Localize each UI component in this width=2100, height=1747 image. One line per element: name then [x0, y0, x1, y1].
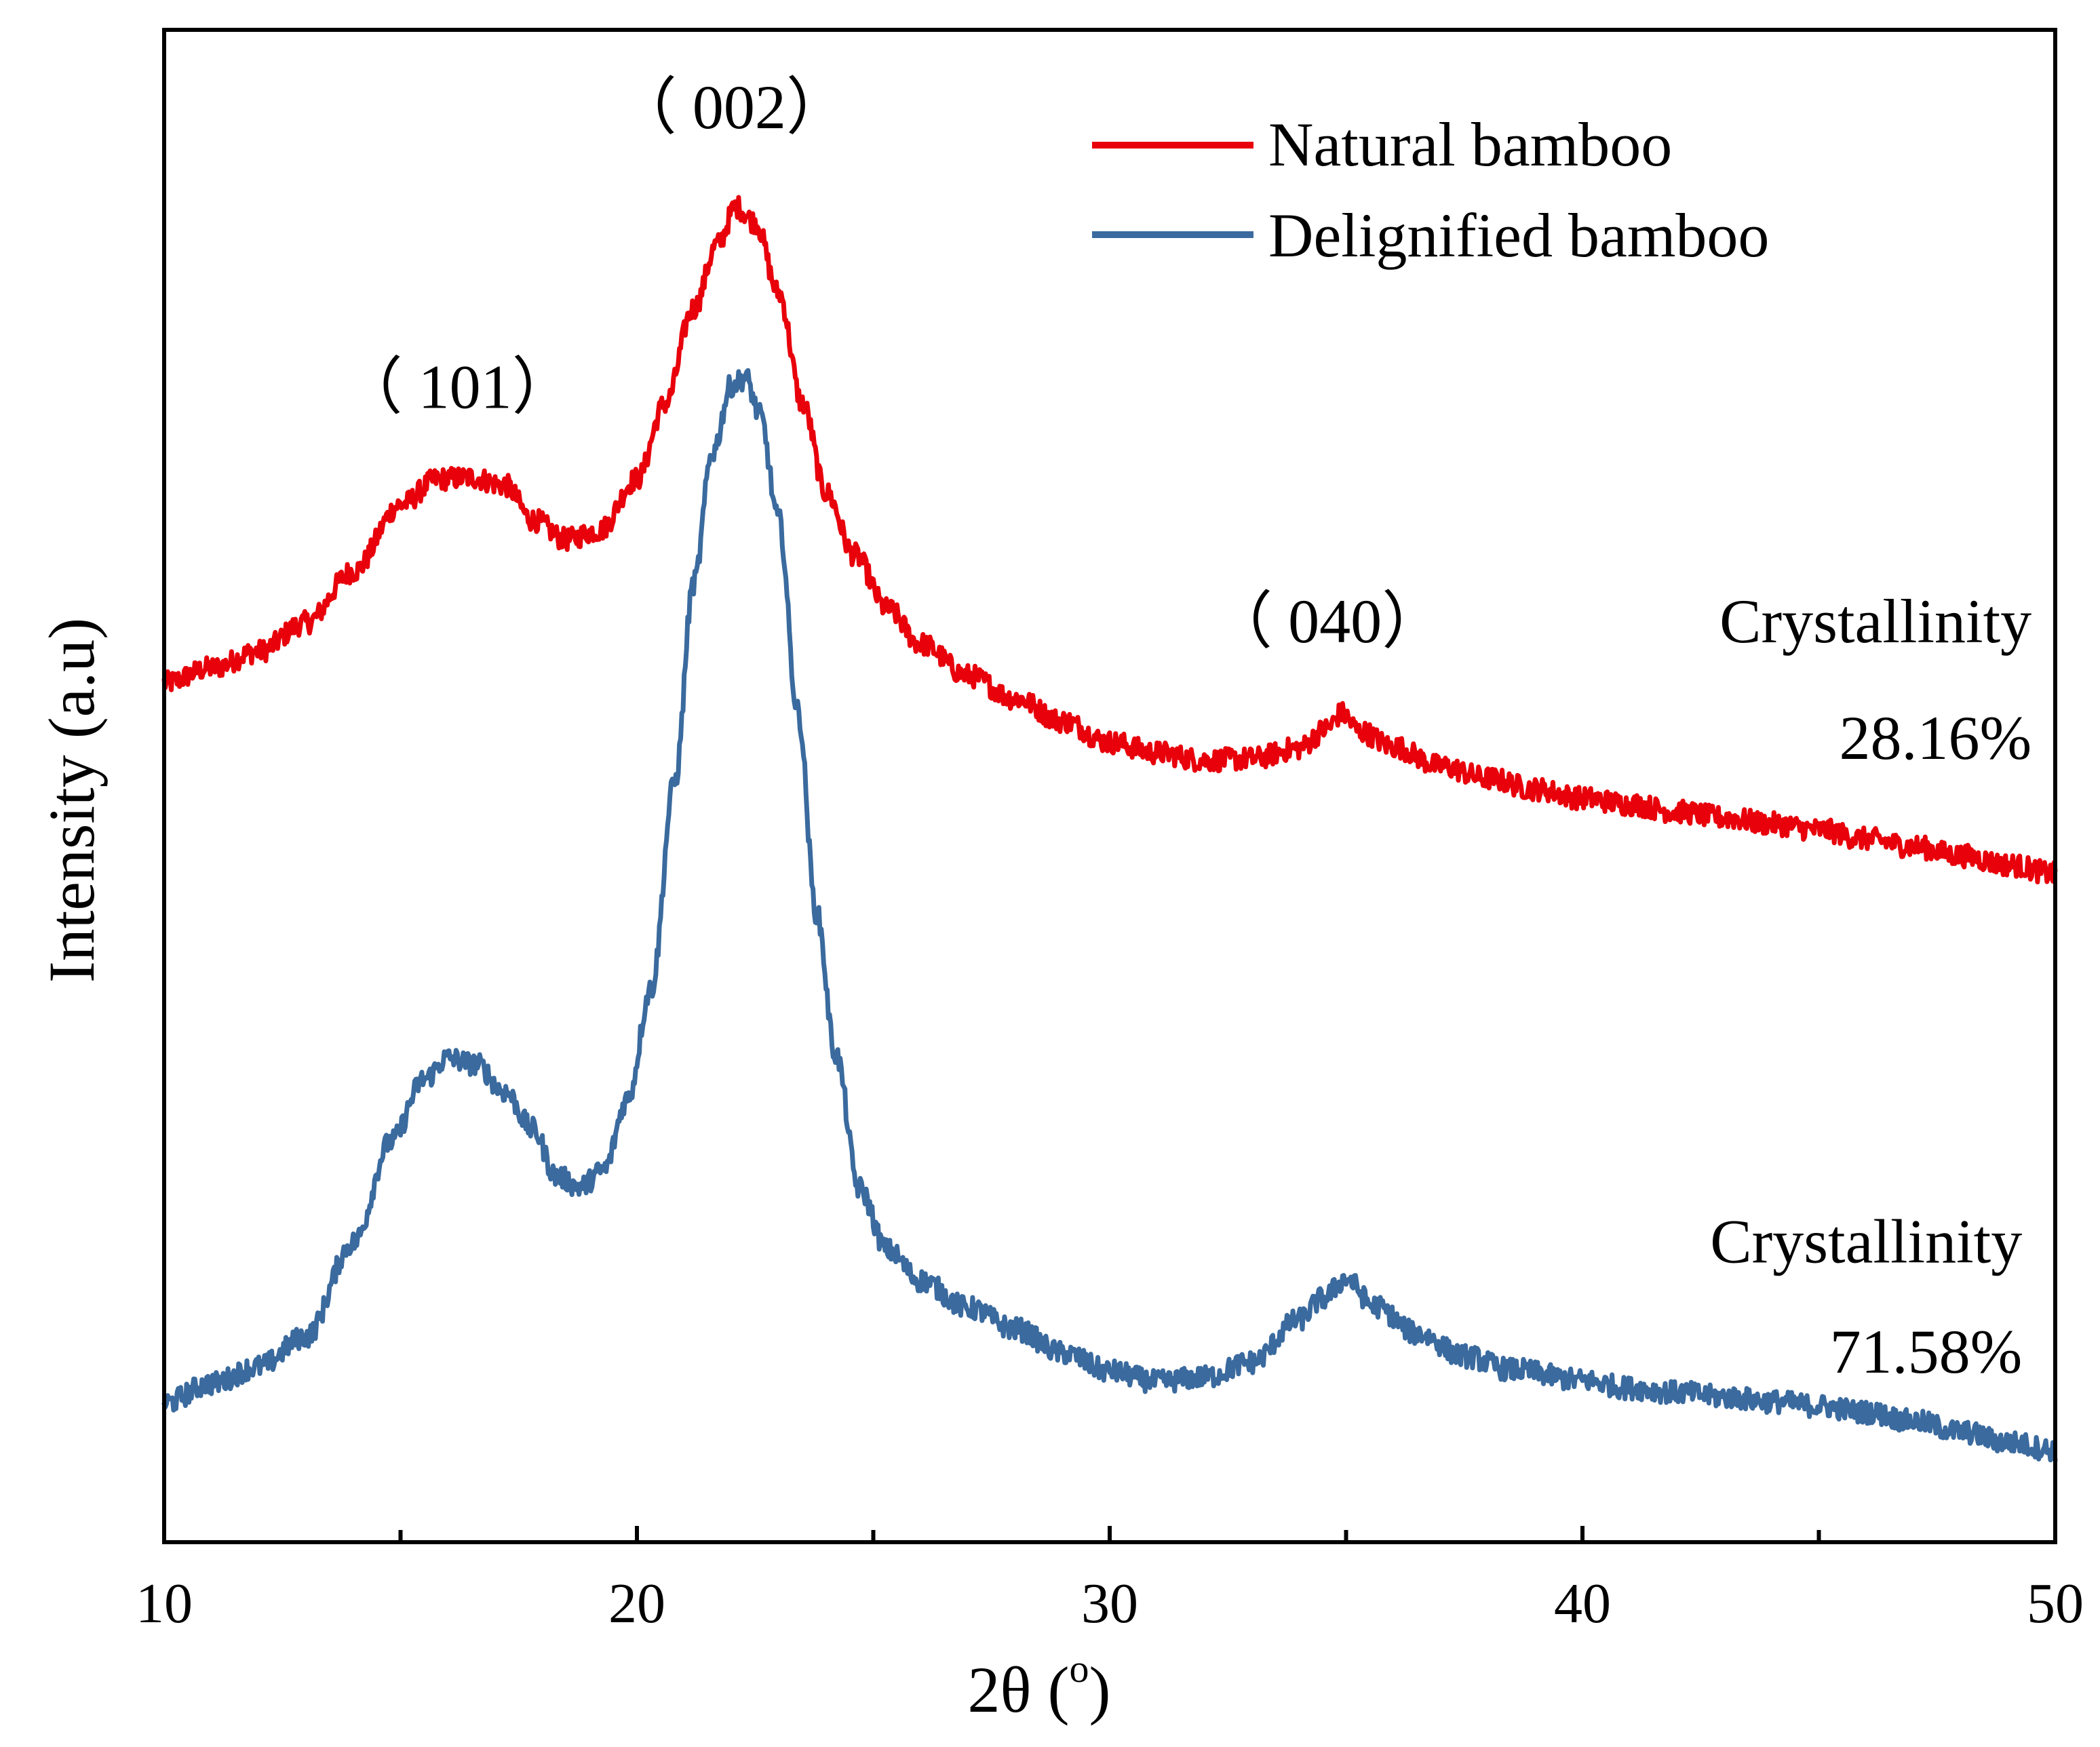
x-tick-label-30: 30 [1081, 1572, 1138, 1635]
legend-label-delignified-bamboo: Delignified bamboo [1268, 201, 1769, 270]
peak-040-label: （ 040） [1210, 587, 1444, 656]
legend: Natural bamboo Delignified bamboo [1092, 110, 1769, 270]
series-line-natural-bamboo [161, 195, 2058, 884]
x-tick-label-20: 20 [608, 1572, 665, 1635]
x-axis-ticks: 10 20 30 40 50 [136, 1526, 2084, 1635]
crystallinity-natural-value: 28.16% [1840, 703, 2032, 772]
x-tick-label-10: 10 [136, 1572, 193, 1635]
crystallinity-delignified-label: Crystallinity [1710, 1206, 2022, 1276]
crystallinity-delignified-value: 71.58% [1830, 1317, 2023, 1386]
peak-101-label: （ 101） [341, 353, 575, 422]
x-axis-label-main: 2θ ( [968, 1653, 1070, 1726]
peak-002-label: （ 002） [615, 73, 849, 142]
x-axis-label-degree: o [1069, 1647, 1089, 1691]
x-tick-label-50: 50 [2027, 1572, 2084, 1635]
series-layer [161, 195, 2058, 1463]
crystallinity-natural-label: Crystallinity [1719, 587, 2031, 656]
annotation-layer: （ 101） （ 002） （ 040） Crystallinity 28.16% Cry… [341, 73, 2032, 1386]
legend-label-natural-bamboo: Natural bamboo [1268, 110, 1672, 179]
series-line-delignified-bamboo [161, 368, 2058, 1463]
x-axis-label-close: ) [1089, 1653, 1110, 1726]
x-tick-label-40: 40 [1554, 1572, 1611, 1635]
y-axis-label: Intensity (a.u) [35, 618, 108, 983]
x-axis-label: 2θ (o) [968, 1647, 1111, 1726]
